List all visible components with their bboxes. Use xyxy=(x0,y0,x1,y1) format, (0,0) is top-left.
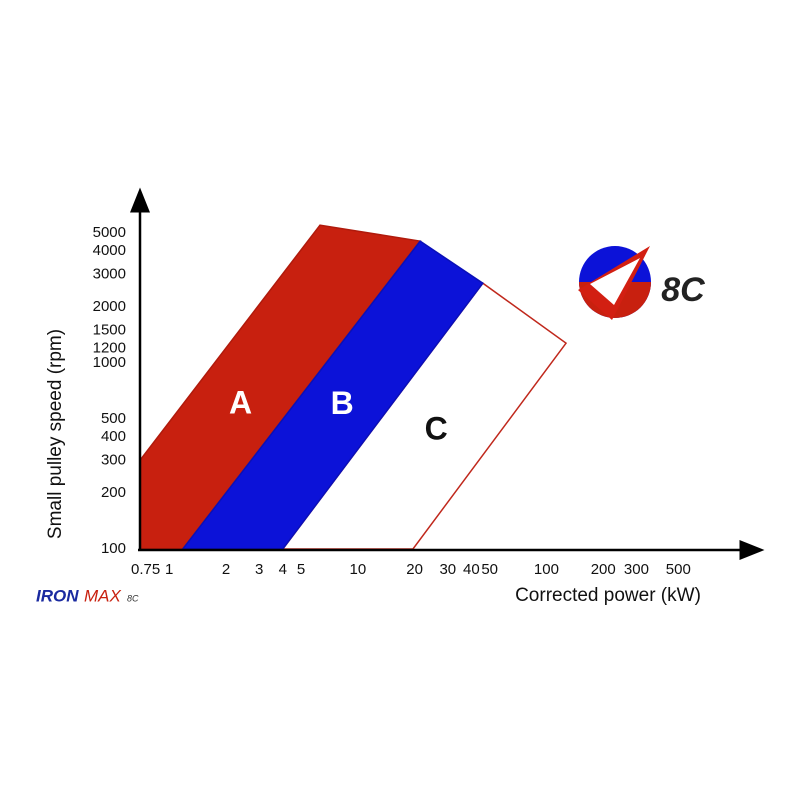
brand-logo: 8C xyxy=(578,246,705,320)
x-tick-label: 200 xyxy=(591,561,616,578)
x-tick-label: 0.75 xyxy=(131,561,160,578)
region-label: A xyxy=(229,384,252,420)
x-tick-label: 20 xyxy=(406,561,423,578)
y-tick-label: 2000 xyxy=(93,298,126,315)
x-tick-label: 10 xyxy=(349,561,366,578)
x-tick-label: 100 xyxy=(534,561,559,578)
y-axis-title: Small pulley speed (rpm) xyxy=(45,329,66,539)
y-tick-label: 1000 xyxy=(93,354,126,371)
x-axis-title: Corrected power (kW) xyxy=(515,585,701,606)
x-tick-label: 2 xyxy=(222,561,230,578)
y-tick-label: 500 xyxy=(101,410,126,427)
y-tick-label: 1200 xyxy=(93,339,126,356)
brand-text: 8C xyxy=(661,271,705,309)
x-tick-label: 3 xyxy=(255,561,263,578)
logo-iron: IRON xyxy=(36,586,79,605)
regions: CA B xyxy=(139,224,568,550)
x-tick-label: 5 xyxy=(297,561,305,578)
region-label: B xyxy=(331,385,354,421)
y-tick-label: 100 xyxy=(101,540,126,557)
x-tick-label: 1 xyxy=(165,561,173,578)
logo-max: MAX xyxy=(84,586,122,605)
y-tick-label: 400 xyxy=(101,428,126,445)
y-tick-label: 5000 xyxy=(93,224,126,241)
x-tick-label: 50 xyxy=(481,561,498,578)
region-label: C xyxy=(425,411,448,447)
y-tick-label: 4000 xyxy=(93,242,126,259)
y-tick-label: 300 xyxy=(101,451,126,468)
x-tick-label: 40 xyxy=(463,561,480,578)
y-tick-label: 1500 xyxy=(93,321,126,338)
x-tick-label: 300 xyxy=(624,561,649,578)
y-tick-label: 3000 xyxy=(93,265,126,282)
x-tick-label: 500 xyxy=(666,561,691,578)
logo-sub: 8C xyxy=(127,593,139,603)
ironmax-logo: IRON MAX 8C xyxy=(36,586,139,605)
x-tick-label: 4 xyxy=(279,561,287,578)
x-tick-label: 30 xyxy=(439,561,456,578)
y-tick-label: 200 xyxy=(101,484,126,501)
